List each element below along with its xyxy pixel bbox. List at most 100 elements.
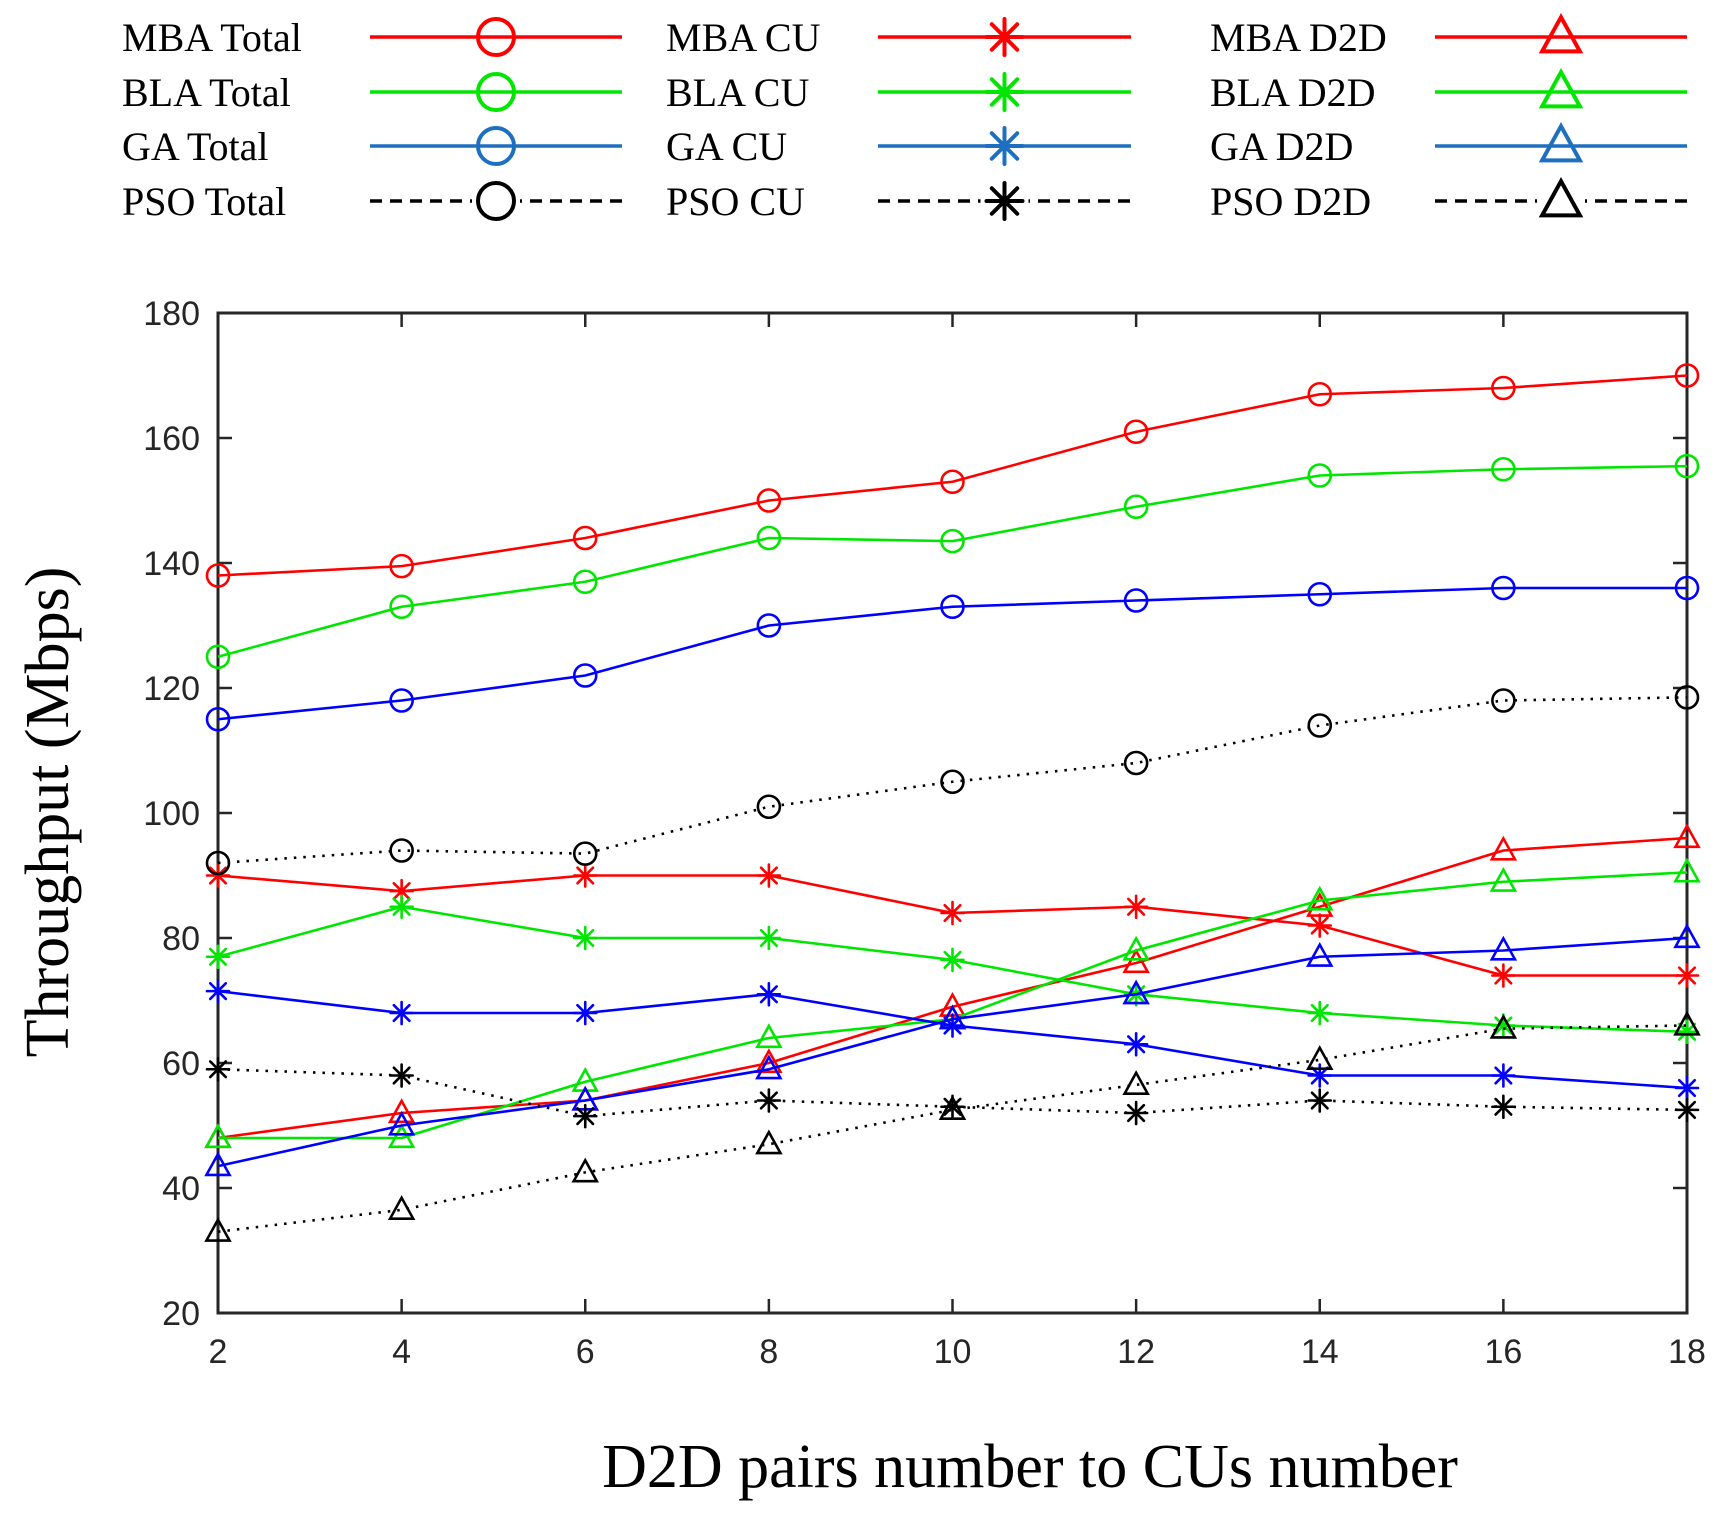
data-point-ga-cu [572,1000,598,1026]
data-point-bla-total [572,569,598,595]
data-point-mba-cu [572,863,598,888]
data-point-bla-cu [756,925,782,951]
series-bla-cu [205,894,1700,1045]
series-ga-cu [205,978,1700,1101]
data-point-mba-total [940,469,965,495]
legend-item-pso-d2d: PSO D2D [1210,177,1687,225]
data-point-ga-cu [389,1000,414,1026]
data-point-pso-cu [1674,1097,1700,1123]
x-tick-label: 18 [1668,1333,1706,1371]
data-point-pso-total [940,769,965,795]
data-point-ga-total [572,663,598,688]
data-point-mba-cu [1123,894,1149,920]
x-tick-label: 10 [934,1333,972,1371]
legend-label: BLA CU [666,70,809,115]
legend-marker-asterisk [984,126,1025,166]
legend-item-bla-cu: BLA CU [666,70,1131,115]
data-point-mba-total [756,488,782,513]
data-point-mba-total [1123,419,1149,445]
data-point-pso-cu [1123,1100,1149,1126]
data-point-mba-total [205,563,231,588]
series-pso-cu [205,1056,1700,1129]
legend-item-ga-cu: GA CU [666,124,1131,169]
data-point-bla-d2d [387,1123,416,1149]
legend-label: MBA CU [666,15,821,60]
data-point-mba-total [1491,375,1516,401]
x-tick-label: 4 [392,1333,411,1371]
data-point-ga-cu [1674,1075,1700,1101]
legend-label: BLA Total [122,70,291,115]
series-line-mba-total [217,374,1688,577]
data-point-mba-d2d [1673,823,1701,849]
data-point-pso-cu [756,1088,782,1113]
data-point-pso-d2d [204,1216,232,1242]
series-line-pso-total [217,696,1688,865]
data-point-ga-cu [1491,1063,1516,1088]
legend: MBA Total MBA CU MBA D2D BLA Total BLA CU BLA… [122,13,1687,225]
data-point-bla-cu [940,947,965,973]
legend-marker-asterisk [984,181,1025,221]
legend-item-ga-d2d: GA D2D [1210,122,1687,169]
data-point-pso-d2d [387,1195,416,1220]
data-point-bla-d2d [1305,885,1334,911]
legend-marker-asterisk [984,17,1025,57]
data-point-bla-cu [1674,1019,1700,1045]
data-point-bla-total [940,528,965,554]
data-point-pso-total [756,794,782,820]
data-point-bla-cu [389,894,414,920]
legend-label: MBA Total [122,15,302,60]
data-point-bla-cu [1307,1000,1333,1026]
data-point-pso-cu [1491,1094,1516,1120]
plot-series [204,363,1701,1242]
data-point-ga-d2d [1673,923,1701,949]
x-tick-label: 6 [576,1333,595,1371]
legend-label: GA Total [122,124,268,169]
legend-item-bla-total: BLA Total [122,70,622,115]
data-point-mba-cu [1491,963,1516,988]
data-point-bla-total [205,644,231,670]
series-line-ga-d2d [217,936,1688,1168]
axis-ticks: 2 4 6 8 10 12 14 16 18 20 40 60 80 100 120 140 160 180 [143,295,1706,1371]
data-point-bla-d2d [1122,935,1150,961]
data-point-mba-d2d [387,1098,416,1124]
data-point-pso-total [1123,750,1149,776]
data-point-ga-cu [1307,1063,1333,1088]
y-tick-label: 60 [162,1045,200,1083]
y-axis-title: Throughput (Mbps) [14,567,82,1058]
data-point-bla-d2d [1673,857,1701,883]
series-ga-total [205,575,1700,732]
data-point-pso-cu [1307,1088,1333,1113]
data-point-pso-total [1674,685,1700,710]
data-point-ga-d2d [1489,935,1518,961]
data-point-mba-d2d [1122,948,1150,974]
data-point-ga-total [1123,588,1149,613]
x-tick-label: 16 [1484,1333,1522,1371]
data-point-ga-cu [756,981,782,1007]
legend-item-ga-total: GA Total [122,124,622,169]
series-mba-cu [205,863,1700,988]
legend-label: GA CU [666,124,787,169]
legend-item-mba-cu: MBA CU [666,15,1131,60]
legend-marker-triangle [1538,13,1584,54]
data-point-ga-d2d [387,1110,416,1136]
data-point-mba-total [572,525,598,551]
data-point-pso-total [205,850,231,876]
y-tick-label: 40 [162,1170,200,1208]
data-point-ga-d2d [755,1054,783,1080]
data-point-pso-d2d [755,1129,783,1155]
data-point-ga-d2d [1305,941,1334,967]
legend-label: PSO D2D [1210,179,1371,224]
data-point-bla-d2d [1489,866,1518,892]
data-point-mba-cu [940,900,965,926]
legend-marker-triangle [1538,177,1584,218]
data-point-mba-total [1674,363,1700,388]
data-point-ga-total [940,594,965,620]
data-point-bla-total [1123,494,1149,520]
data-point-bla-cu [205,944,231,970]
x-tick-label: 12 [1117,1333,1155,1371]
legend-label: GA D2D [1210,124,1353,169]
data-point-mba-cu [756,863,782,888]
data-point-ga-cu [205,978,231,1004]
series-pso-d2d [204,1010,1701,1242]
